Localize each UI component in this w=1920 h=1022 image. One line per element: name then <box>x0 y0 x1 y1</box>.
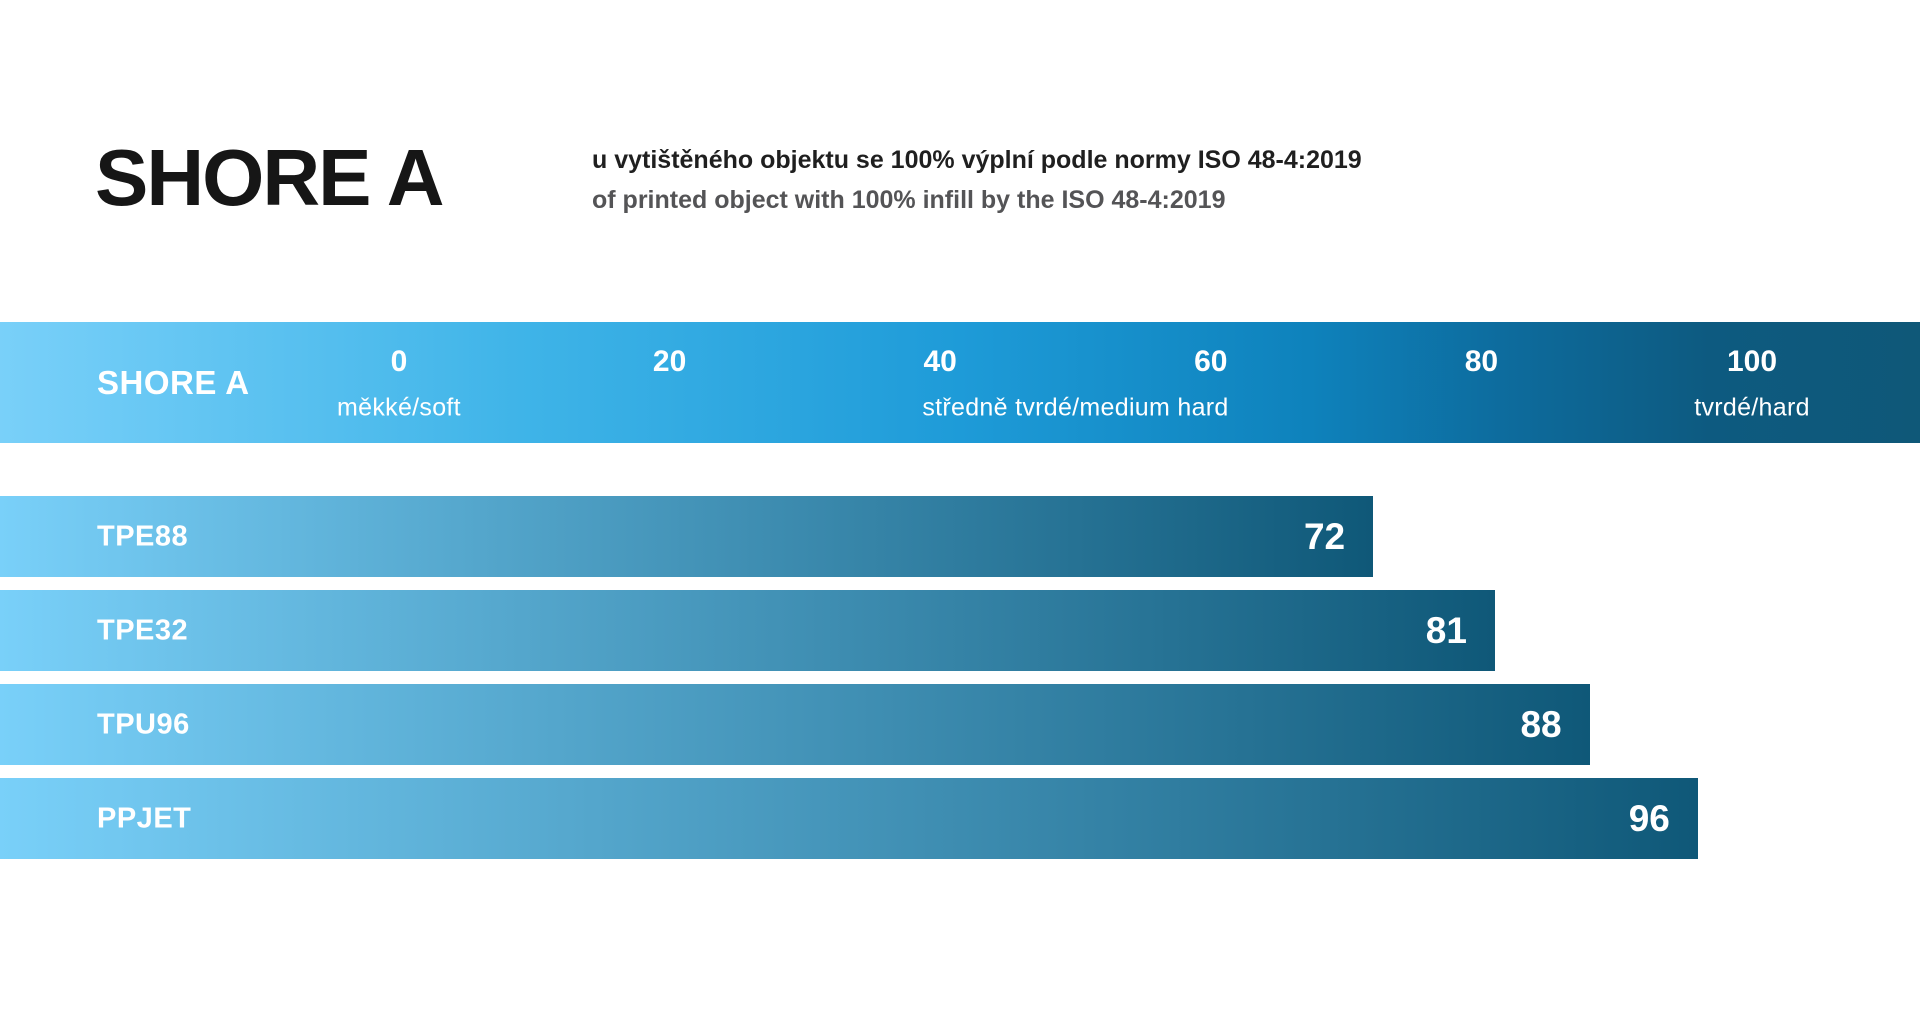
axis-tick: 0 <box>390 345 408 378</box>
axis-tick: 20 <box>652 345 687 378</box>
page-title: SHORE A <box>95 133 445 222</box>
subtitle-czech: u vytištěného objektu se 100% výplní pod… <box>592 146 1362 174</box>
axis-zone-label: tvrdé/hard <box>1694 393 1810 422</box>
axis-tick: 100 <box>1726 345 1778 378</box>
axis-zone-label: měkké/soft <box>337 393 461 422</box>
shore-scale-bar: SHORE A 0 20 40 60 80 100 měkké/soft středně t… <box>0 322 1920 443</box>
axis-tick: 60 <box>1194 345 1228 378</box>
bar-value: 72 <box>1303 515 1346 557</box>
subtitle-english: of printed object with 100% infill by th… <box>592 186 1226 214</box>
bar-value: 88 <box>1520 703 1562 745</box>
bar-value: 96 <box>1628 797 1670 839</box>
bar-row: TPE32 81 <box>0 590 1495 671</box>
bar-row: TPU96 88 <box>0 684 1590 765</box>
subtitle-block: u vytištěného objektu se 100% výplní pod… <box>592 140 1362 220</box>
bar-material-label: TPE88 <box>97 520 189 552</box>
bar-material-label: TPE32 <box>97 614 189 646</box>
bar-value: 81 <box>1425 609 1467 651</box>
axis-zone-label: středně tvrdé/medium hard <box>922 393 1229 422</box>
bar-material-label: TPU96 <box>97 708 190 740</box>
axis-tick: 80 <box>1464 345 1499 378</box>
scale-bar-label: SHORE A <box>97 363 250 401</box>
bar-material-label: PPJET <box>97 802 192 834</box>
bar-row: TPE88 72 <box>0 496 1374 577</box>
bar-row: PPJET 96 <box>0 778 1698 859</box>
axis-tick: 40 <box>923 345 957 378</box>
